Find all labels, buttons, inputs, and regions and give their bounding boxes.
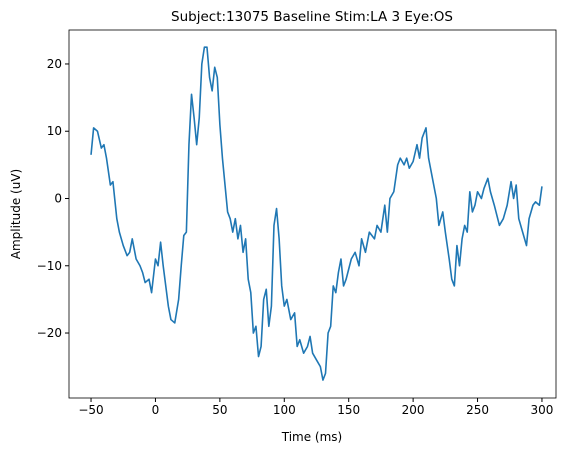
y-tick-label: 10 (47, 124, 62, 138)
y-tick-label: 0 (54, 191, 62, 205)
plot-frame (68, 29, 557, 399)
x-tick-label: 250 (466, 403, 489, 417)
x-tick-label: −50 (78, 403, 103, 417)
x-tick-label: 0 (152, 403, 160, 417)
y-tick-label: −20 (37, 326, 62, 340)
y-axis-label: Amplitude (uV) (9, 169, 23, 260)
y-tick-label: 20 (47, 57, 62, 71)
x-tick-label: 50 (212, 403, 227, 417)
x-tick-label: 200 (402, 403, 425, 417)
x-tick-label: 150 (337, 403, 360, 417)
y-tick-label: −10 (37, 259, 62, 273)
x-axis-label: Time (ms) (281, 430, 343, 444)
chart-title: Subject:13075 Baseline Stim:LA 3 Eye:OS (171, 9, 453, 25)
line-series (90, 46, 543, 381)
x-tick-label: 100 (273, 403, 296, 417)
x-tick-label: 300 (531, 403, 554, 417)
